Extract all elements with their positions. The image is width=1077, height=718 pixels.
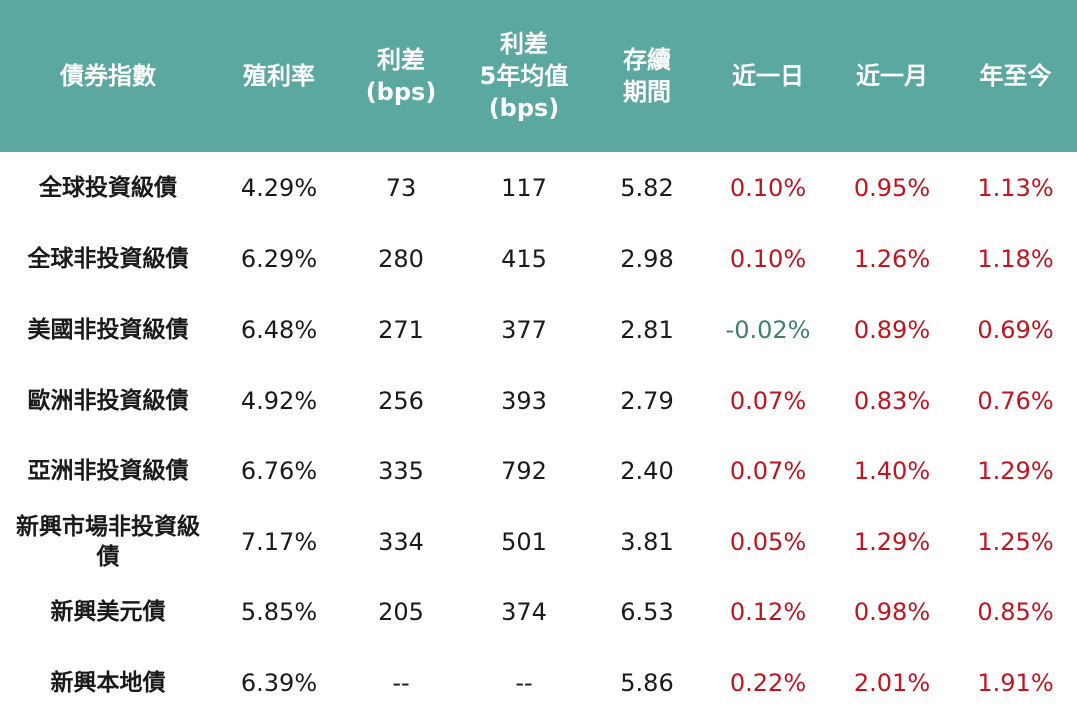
return-ytd: 1.18%	[977, 244, 1054, 273]
yield-value: 4.92%	[240, 386, 318, 415]
spread-value: 271	[378, 315, 424, 344]
bond-name: 新興美元債	[0, 576, 216, 647]
spread-value: --	[392, 668, 410, 697]
bond-name: 全球非投資級債	[0, 223, 216, 294]
table-row: 新興美元債 5.85% 205 374 6.53 0.12% 0.98% 0.8…	[0, 576, 1077, 647]
table-row: 歐洲非投資級債 4.92% 256 393 2.79 0.07% 0.83% 0…	[0, 365, 1077, 436]
table-row: 全球非投資級債 6.29% 280 415 2.98 0.10% 1.26% 1…	[0, 223, 1077, 294]
return-ytd: 0.69%	[977, 315, 1054, 344]
return-ytd: 1.29%	[977, 456, 1054, 485]
return-ytd: 1.25%	[977, 527, 1054, 556]
duration-value: 2.81	[620, 315, 674, 344]
bond-name-text: 全球非投資級債	[27, 245, 189, 272]
yield-value: 6.39%	[240, 668, 318, 697]
spread-value: 334	[378, 527, 424, 556]
header-yield: 殖利率	[243, 62, 315, 90]
spread-5y-value: 415	[501, 244, 547, 273]
bond-name: 美國非投資級債	[0, 294, 216, 365]
table-row: 亞洲非投資級債 6.76% 335 792 2.40 0.07% 1.40% 1…	[0, 435, 1077, 506]
return-1m: 2.01%	[853, 668, 931, 697]
yield-value: 4.29%	[240, 173, 318, 202]
return-1d: 0.07%	[729, 456, 807, 485]
spread-5y-value: 377	[501, 315, 547, 344]
yield-value: 6.76%	[240, 456, 318, 485]
header-bond-index: 債券指數	[60, 62, 156, 90]
return-ytd: 1.91%	[977, 668, 1054, 697]
bond-name: 新興市場非投資級債	[0, 506, 216, 577]
return-1m: 0.83%	[853, 386, 931, 415]
spread-value: 280	[378, 244, 424, 273]
return-1m: 0.98%	[853, 597, 931, 626]
duration-value: 5.86	[620, 668, 674, 697]
bond-name: 全球投資級債	[0, 152, 216, 223]
return-1d: 0.12%	[729, 597, 807, 626]
bond-name-text: 新興市場非投資級債	[16, 513, 200, 570]
return-1d: 0.07%	[729, 386, 807, 415]
return-1d: -0.02%	[725, 315, 811, 344]
spread-5y-value: 501	[501, 527, 547, 556]
return-1m: 1.40%	[853, 456, 931, 485]
duration-value: 2.98	[620, 244, 674, 273]
table-body: 全球投資級債 4.29% 73 117 5.82 0.10% 0.95% 1.1…	[0, 152, 1077, 718]
bond-name-text: 全球投資級債	[39, 174, 177, 201]
return-1m: 0.89%	[853, 315, 931, 344]
header-ytd: 年至今	[979, 62, 1052, 90]
return-ytd: 0.76%	[977, 386, 1054, 415]
return-ytd: 1.13%	[977, 173, 1054, 202]
duration-value: 5.82	[620, 173, 674, 202]
spread-value: 256	[378, 386, 424, 415]
return-1d: 0.22%	[729, 668, 807, 697]
bond-name-text: 新興本地債	[50, 669, 166, 696]
table-row: 新興市場非投資級債 7.17% 334 501 3.81 0.05% 1.29%…	[0, 506, 1077, 577]
return-ytd: 0.85%	[977, 597, 1054, 626]
bond-name-text: 美國非投資級債	[27, 316, 189, 343]
table-row: 美國非投資級債 6.48% 271 377 2.81 -0.02% 0.89% …	[0, 294, 1077, 365]
yield-value: 6.48%	[240, 315, 318, 344]
bond-name-text: 歐洲非投資級債	[27, 387, 189, 414]
header-1m: 近一月	[856, 62, 928, 90]
duration-value: 3.81	[620, 527, 674, 556]
spread-5y-value: --	[515, 668, 533, 697]
spread-value: 205	[378, 597, 424, 626]
yield-value: 6.29%	[240, 244, 318, 273]
duration-value: 2.79	[620, 386, 674, 415]
spread-5y-value: 374	[501, 597, 547, 626]
return-1d: 0.05%	[729, 527, 807, 556]
return-1d: 0.10%	[729, 173, 807, 202]
bond-name: 亞洲非投資級債	[0, 435, 216, 506]
return-1m: 1.29%	[853, 527, 931, 556]
header-spread-5y-avg: 利差 5年均值 (bps)	[479, 30, 569, 122]
return-1d: 0.10%	[729, 244, 807, 273]
table-header-row: 債券指數 殖利率 利差 (bps) 利差 5年均值 (bps) 存續 期間 近一…	[0, 0, 1077, 152]
bond-name-text: 亞洲非投資級債	[27, 457, 189, 484]
bond-name-text: 新興美元債	[50, 598, 166, 625]
header-duration: 存續 期間	[623, 46, 671, 106]
return-1m: 1.26%	[853, 244, 931, 273]
table-row: 全球投資級債 4.29% 73 117 5.82 0.10% 0.95% 1.1…	[0, 152, 1077, 223]
return-1m: 0.95%	[853, 173, 931, 202]
duration-value: 6.53	[620, 597, 674, 626]
spread-5y-value: 393	[501, 386, 547, 415]
spread-value: 73	[385, 173, 417, 202]
spread-5y-value: 117	[501, 173, 547, 202]
header-1d: 近一日	[732, 62, 804, 90]
header-spread: 利差 (bps)	[365, 46, 437, 106]
table-row: 新興本地債 6.39% -- -- 5.86 0.22% 2.01% 1.91%	[0, 647, 1077, 718]
spread-value: 335	[378, 456, 424, 485]
bond-name: 新興本地債	[0, 647, 216, 718]
duration-value: 2.40	[620, 456, 674, 485]
bond-name: 歐洲非投資級債	[0, 365, 216, 436]
yield-value: 5.85%	[240, 597, 318, 626]
yield-value: 7.17%	[240, 527, 318, 556]
spread-5y-value: 792	[501, 456, 547, 485]
